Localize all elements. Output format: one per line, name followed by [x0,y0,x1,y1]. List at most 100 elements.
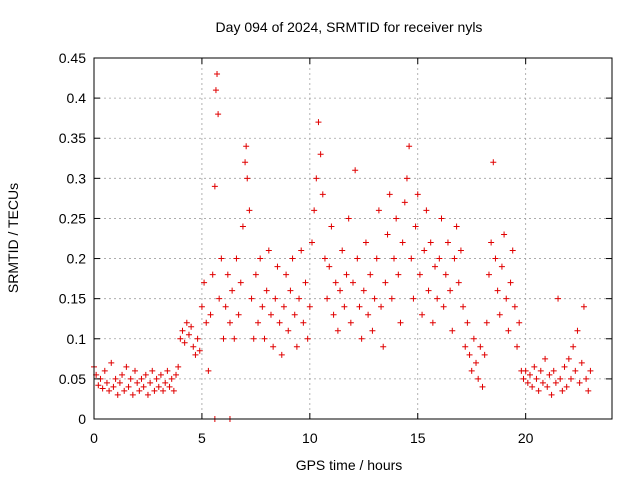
data-point [216,295,223,302]
data-point [211,183,218,190]
data-point [341,303,348,310]
data-point [457,247,464,254]
data-point [215,111,222,118]
y-tick-label: 0.45 [59,50,86,66]
data-point [287,287,294,294]
data-point [259,303,266,310]
data-point [391,255,398,262]
data-point [550,367,557,374]
data-point [188,323,195,330]
data-point [580,303,587,310]
data-point [324,295,331,302]
data-point [328,223,335,230]
data-point [399,239,406,246]
data-point [149,367,156,374]
data-point [136,387,143,394]
y-tick-label: 0.25 [59,210,86,226]
data-point [395,271,402,278]
data-point [283,271,290,278]
data-point [496,311,503,318]
data-point [453,223,460,230]
data-point [248,295,255,302]
data-point [371,295,378,302]
data-point [173,371,180,378]
data-point [462,343,469,350]
data-point [155,383,162,390]
data-point [224,271,231,278]
data-point [509,247,516,254]
data-point [427,239,434,246]
data-point [546,371,553,378]
data-point [110,383,117,390]
data-point [203,319,210,326]
data-point [516,319,523,326]
data-point [358,335,365,342]
data-point [261,335,268,342]
data-point [250,335,257,342]
data-point [181,339,188,346]
data-point [585,387,592,394]
data-point [468,367,475,374]
data-point [116,379,123,386]
data-point [272,295,279,302]
data-point [507,279,514,286]
data-point [576,379,583,386]
x-tick-label: 20 [518,430,534,446]
data-point [99,385,106,392]
data-point [278,351,285,358]
data-point [222,303,229,310]
data-point [345,215,352,222]
data-point [388,295,395,302]
data-point [583,375,590,382]
data-point [339,247,346,254]
data-point [347,319,354,326]
data-point [548,391,555,398]
data-point [436,255,443,262]
data-point [112,375,119,382]
data-point [369,327,376,334]
data-point [263,287,270,294]
data-point [296,295,303,302]
data-point [231,335,238,342]
data-point [373,255,380,262]
data-point [382,279,389,286]
data-point [367,271,374,278]
data-point [255,319,262,326]
data-point [313,175,320,182]
data-point [460,303,467,310]
data-point [466,351,473,358]
data-point [177,335,184,342]
data-point [473,359,480,366]
data-point [246,207,253,214]
data-point [490,159,497,166]
data-point [106,387,113,394]
data-point [520,375,527,382]
data-point [526,371,533,378]
data-point [119,371,126,378]
data-point [194,335,201,342]
data-point [449,327,456,334]
data-point [121,387,128,394]
data-point [170,387,177,394]
data-point [524,379,531,386]
data-point [408,255,415,262]
data-point [451,255,458,262]
y-tick-label: 0.05 [59,371,86,387]
data-point [360,287,367,294]
data-point [442,271,449,278]
data-point [209,271,216,278]
data-point [414,191,421,198]
data-point [185,331,192,338]
data-point [483,319,490,326]
x-tick-label: 10 [302,430,318,446]
data-point [555,295,562,302]
data-point [220,335,227,342]
data-point [501,231,508,238]
data-point [423,207,430,214]
data-point [557,375,564,382]
data-point [239,223,246,230]
data-point [192,351,199,358]
data-point [429,319,436,326]
data-point [350,279,356,286]
data-point [334,327,341,334]
